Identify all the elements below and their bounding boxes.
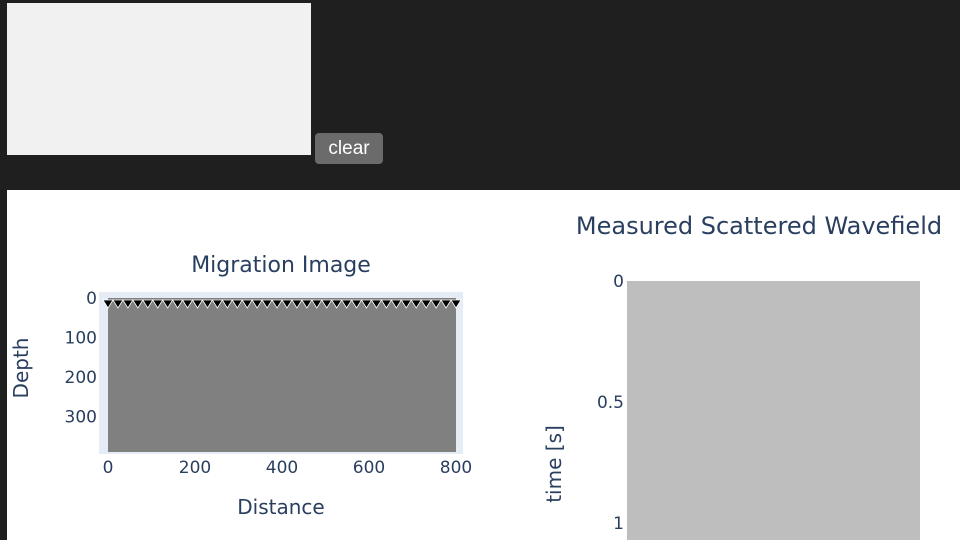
receiver-marker <box>241 299 253 309</box>
receiver-marker <box>112 299 124 309</box>
migration-y-tick: 200 <box>65 368 97 388</box>
wavefield-y-tick: 1 <box>613 514 624 534</box>
receiver-marker <box>311 299 323 309</box>
receiver-markers <box>102 299 462 309</box>
receiver-marker <box>400 299 413 309</box>
migration-x-tick: 200 <box>179 458 211 478</box>
receiver-marker <box>321 299 333 309</box>
receiver-marker <box>330 299 343 309</box>
migration-y-tick: 0 <box>86 289 97 309</box>
receiver-marker <box>261 299 273 309</box>
receiver-marker <box>251 299 263 309</box>
receiver-marker <box>171 299 184 309</box>
migration-y-tick: 300 <box>65 407 97 427</box>
receiver-marker <box>380 299 393 309</box>
receiver-marker <box>430 299 442 309</box>
receiver-marker <box>440 299 452 309</box>
receiver-marker <box>211 299 224 309</box>
migration-x-tick: 0 <box>103 458 114 478</box>
receiver-marker <box>360 299 373 309</box>
receiver-marker <box>161 299 174 309</box>
clear-button[interactable]: clear <box>315 133 383 164</box>
receiver-marker <box>142 299 154 309</box>
receiver-marker <box>271 299 283 309</box>
wavefield-y-tick: 0.5 <box>597 393 624 413</box>
receiver-marker <box>291 299 303 309</box>
receiver-marker <box>370 299 383 309</box>
wavefield-y-ticks: 00.51 <box>597 272 624 534</box>
wavefield-image[interactable] <box>627 281 920 540</box>
wavefield-chart: Measured Scattered Wavefield 00.51 time … <box>542 212 942 540</box>
migration-chart: Migration Image 0 200 400 600 800 0 100 200 300… <box>9 253 472 519</box>
receiver-marker <box>390 299 403 309</box>
migration-x-tick: 800 <box>440 458 472 478</box>
receiver-marker <box>231 299 243 309</box>
receiver-marker <box>301 299 313 309</box>
drawing-canvas[interactable] <box>7 3 311 155</box>
wavefield-y-tick: 0 <box>613 272 624 292</box>
receiver-marker <box>102 299 114 309</box>
receiver-marker <box>281 299 293 309</box>
migration-x-tick: 400 <box>266 458 298 478</box>
receiver-marker <box>181 299 194 309</box>
receiver-marker <box>201 299 214 309</box>
receiver-marker <box>420 299 432 309</box>
receiver-marker <box>450 299 462 309</box>
migration-x-ticks: 0 200 400 600 800 <box>103 458 473 478</box>
receiver-marker <box>410 299 422 309</box>
receiver-marker <box>221 299 234 309</box>
receiver-marker <box>122 299 134 309</box>
migration-image[interactable] <box>108 298 456 452</box>
migration-x-tick: 600 <box>353 458 385 478</box>
migration-y-ticks: 0 100 200 300 <box>65 289 97 427</box>
receiver-marker <box>151 299 164 309</box>
migration-x-label: Distance <box>237 495 324 519</box>
migration-title: Migration Image <box>191 253 371 278</box>
plots-svg: Migration Image 0 200 400 600 800 0 100 200 300… <box>9 212 942 540</box>
migration-y-tick: 100 <box>65 328 97 348</box>
receiver-marker <box>132 299 144 309</box>
wavefield-title: Measured Scattered Wavefield <box>576 212 942 240</box>
receiver-marker <box>350 299 363 309</box>
receiver-marker <box>340 299 353 309</box>
plots-panel: Migration Image 0 200 400 600 800 0 100 200 300… <box>7 190 960 540</box>
receiver-marker <box>191 299 204 309</box>
migration-y-label: Depth <box>9 338 33 399</box>
wavefield-y-label: time [s] <box>542 425 566 503</box>
